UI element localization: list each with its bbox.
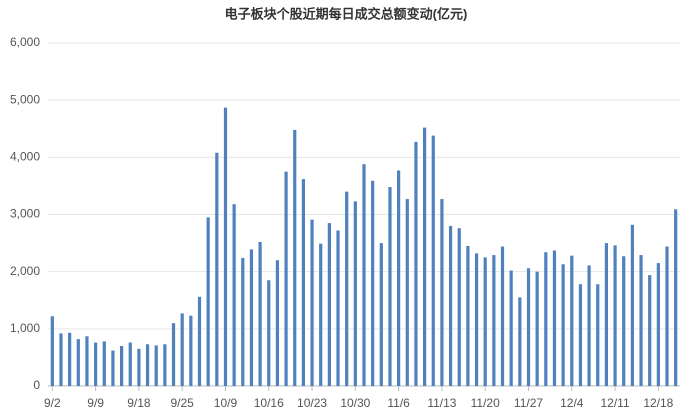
bar: [128, 342, 132, 386]
bar: [457, 228, 461, 386]
bar: [319, 243, 323, 386]
bar: [656, 263, 660, 386]
bar: [388, 187, 392, 386]
bar: [68, 332, 72, 386]
bar: [466, 245, 470, 386]
x-tick-label: 9/25: [171, 396, 195, 410]
bar: [587, 265, 591, 386]
y-tick-label: 5,000: [10, 92, 40, 106]
bar: [171, 323, 176, 386]
x-tick-label: 11/6: [387, 396, 410, 410]
bar: [570, 255, 574, 386]
bar: [310, 219, 314, 386]
x-tick-label: 9/9: [87, 396, 104, 410]
bar: [154, 345, 158, 386]
bar: [483, 257, 487, 386]
bar: [474, 253, 479, 386]
bar: [414, 141, 418, 386]
chart-title: 电子板块个股近期每日成交总额变动(亿元): [225, 6, 468, 21]
bar: [163, 344, 167, 386]
bar: [241, 257, 245, 386]
x-tick-label: 9/18: [127, 396, 151, 410]
bar: [500, 246, 505, 386]
bar: [76, 339, 80, 386]
x-tick-label: 11/27: [514, 396, 543, 410]
x-tick-label: 11/20: [471, 396, 500, 410]
x-tick-label: 12/18: [643, 396, 673, 410]
bar: [249, 249, 254, 386]
bar: [630, 224, 634, 386]
bar: [111, 350, 115, 386]
x-tick-label: 10/16: [254, 396, 284, 410]
x-tick-label: 9/2: [44, 396, 61, 410]
bar: [622, 256, 626, 386]
bar: [431, 135, 435, 386]
bar: [137, 348, 141, 386]
x-tick-label: 12/11: [600, 396, 629, 410]
bar: [492, 255, 496, 386]
bar: [561, 264, 565, 386]
bar: [371, 180, 375, 386]
bar: [405, 199, 409, 386]
bar: [50, 316, 54, 386]
bar: [293, 129, 297, 387]
bar: [327, 223, 331, 386]
bar: [578, 284, 583, 386]
bar: [423, 127, 427, 387]
bar: [526, 268, 531, 386]
bar: [448, 225, 453, 386]
bar: [119, 345, 124, 386]
x-tick-label: 10/30: [340, 396, 370, 410]
bar: [258, 241, 262, 386]
bar: [59, 333, 63, 386]
bar: [345, 191, 349, 386]
y-tick-label: 3,000: [10, 207, 40, 221]
bar: [189, 315, 193, 386]
bar: [535, 271, 539, 386]
bar: [397, 170, 401, 386]
bar: [94, 342, 98, 386]
bar: [336, 230, 340, 386]
bar: [206, 217, 210, 386]
bar: [665, 246, 669, 386]
bar: [509, 270, 513, 386]
bar: [596, 284, 600, 386]
bar: [362, 164, 366, 386]
bar: [197, 296, 202, 386]
bar: [301, 179, 305, 386]
bar: [145, 344, 150, 386]
bar: [544, 252, 548, 386]
bar: [284, 171, 288, 386]
y-tick-label: 1,000: [10, 321, 40, 335]
bar: [440, 199, 444, 386]
bar: [267, 280, 271, 386]
bar: [613, 245, 617, 386]
y-tick-label: 6,000: [10, 35, 40, 49]
bar: [674, 209, 678, 386]
y-tick-label: 4,000: [10, 150, 40, 164]
y-tick-label: 2,000: [10, 264, 40, 278]
bar: [223, 107, 228, 387]
y-tick-label: 0: [33, 378, 40, 392]
bar: [102, 341, 106, 386]
x-tick-label: 10/9: [214, 396, 238, 410]
bar: [552, 250, 557, 386]
bar: [85, 336, 89, 386]
x-tick-label: 12/4: [560, 396, 584, 410]
bar: [275, 260, 280, 386]
bar: [648, 275, 652, 386]
bar: [180, 313, 184, 386]
bar: [232, 204, 236, 386]
bar: [604, 243, 609, 386]
x-tick-label: 10/23: [297, 396, 327, 410]
bar: [518, 297, 522, 386]
x-tick-label: 11/13: [427, 396, 456, 410]
bar: [353, 201, 357, 386]
bar: [379, 243, 383, 386]
bar: [639, 255, 643, 386]
bar: [215, 152, 219, 386]
